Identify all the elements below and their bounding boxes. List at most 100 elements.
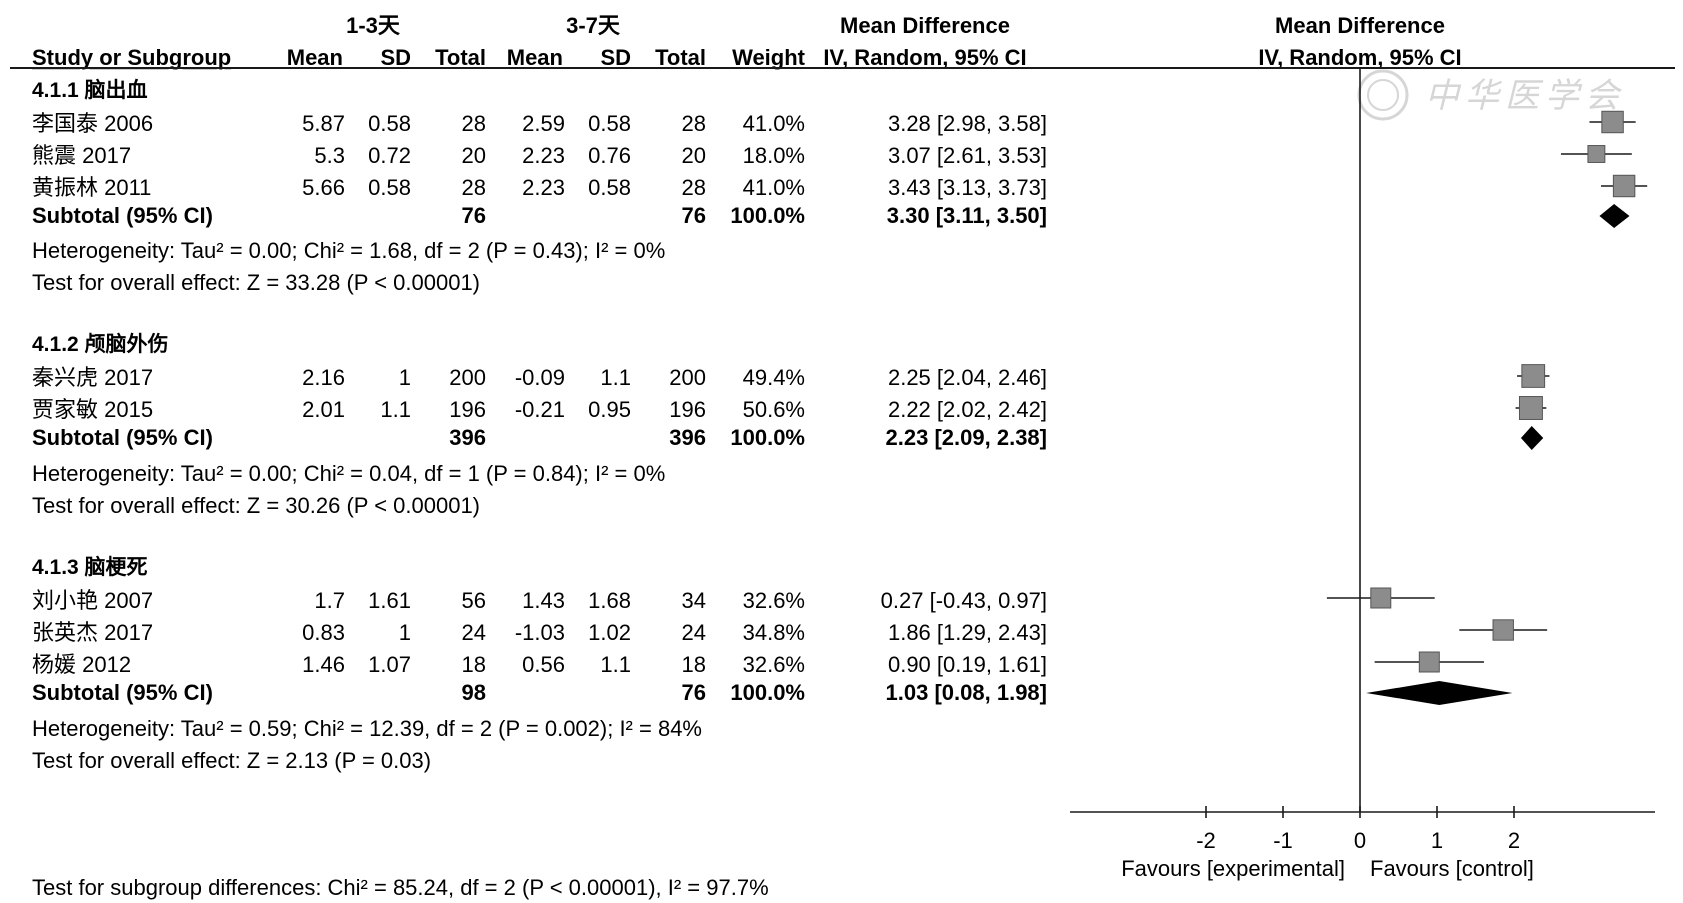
ci-cell: 2.22 [2.02, 2.42] bbox=[888, 397, 1047, 422]
total2-cell: 18 bbox=[682, 652, 706, 677]
header-group1: 1-3天 bbox=[346, 13, 401, 38]
subtotal-diamond bbox=[1599, 204, 1630, 228]
total2-cell: 24 bbox=[682, 620, 706, 645]
watermark-seal-inner bbox=[1367, 79, 1399, 111]
study-point bbox=[1587, 145, 1606, 163]
table-row: 贾家敏 2015 2.01 1.1 196 -0.21 0.95 196 50.… bbox=[32, 397, 1047, 422]
overall-effect-text: Test for overall effect: Z = 33.28 (P < … bbox=[32, 270, 480, 295]
subtotal-label: Subtotal (95% CI) bbox=[32, 203, 213, 228]
total2-cell: 28 bbox=[682, 175, 706, 200]
header-sd2: SD bbox=[600, 45, 631, 70]
mean1-cell: 1.46 bbox=[302, 652, 345, 677]
study-point bbox=[1521, 364, 1546, 388]
subgroup-label: 4.1.3 脑梗死 bbox=[32, 555, 148, 579]
subtotal-diamond bbox=[1366, 681, 1513, 705]
total1-cell: 28 bbox=[462, 111, 486, 136]
sd1-cell: 1.1 bbox=[380, 397, 411, 422]
plot-marks bbox=[1326, 110, 1648, 705]
study-name: 刘小艳 2007 bbox=[32, 588, 153, 613]
total2-cell: 196 bbox=[669, 397, 706, 422]
sd1-cell: 1.61 bbox=[368, 588, 411, 613]
total1-cell: 196 bbox=[449, 397, 486, 422]
mean1-cell: 2.16 bbox=[302, 365, 345, 390]
sd1-cell: 1 bbox=[399, 365, 411, 390]
sd1-cell: 1.07 bbox=[368, 652, 411, 677]
subgroup-label: 4.1.2 颅脑外伤 bbox=[32, 332, 169, 356]
table-row: 张英杰 2017 0.83 1 24 -1.03 1.02 24 34.8% 1… bbox=[32, 620, 1047, 645]
study-point bbox=[1418, 651, 1440, 673]
weight-cell: 41.0% bbox=[743, 111, 805, 136]
subtotal-total2: 76 bbox=[682, 203, 706, 228]
favours-experimental-label: Favours [experimental] bbox=[1121, 856, 1345, 881]
sd1-cell: 0.58 bbox=[368, 175, 411, 200]
mean1-cell: 1.7 bbox=[314, 588, 345, 613]
favours-control-label: Favours [control] bbox=[1370, 856, 1534, 881]
study-name: 李国泰 2006 bbox=[32, 111, 153, 136]
header-sd1: SD bbox=[380, 45, 411, 70]
header-md-left: Mean Difference bbox=[840, 13, 1010, 38]
sd2-cell: 0.95 bbox=[588, 397, 631, 422]
total2-cell: 20 bbox=[682, 143, 706, 168]
sd2-cell: 1.1 bbox=[600, 365, 631, 390]
sd2-cell: 1.1 bbox=[600, 652, 631, 677]
weight-cell: 49.4% bbox=[743, 365, 805, 390]
study-point bbox=[1518, 396, 1543, 420]
mean1-cell: 0.83 bbox=[302, 620, 345, 645]
weight-cell: 18.0% bbox=[743, 143, 805, 168]
total1-cell: 200 bbox=[449, 365, 486, 390]
ci-cell: 2.25 [2.04, 2.46] bbox=[888, 365, 1047, 390]
mean2-cell: 0.56 bbox=[522, 652, 565, 677]
sd2-cell: 0.58 bbox=[588, 111, 631, 136]
subtotal-row: Subtotal (95% CI) 76 76 100.0% 3.30 [3.1… bbox=[32, 203, 1047, 228]
study-point bbox=[1370, 587, 1392, 609]
ci-cell: 3.28 [2.98, 3.58] bbox=[888, 111, 1047, 136]
tick-label: -1 bbox=[1273, 828, 1293, 853]
header-weight: Weight bbox=[732, 45, 806, 70]
header-md-right: Mean Difference bbox=[1275, 13, 1445, 38]
study-name: 秦兴虎 2017 bbox=[32, 365, 153, 390]
subgroup-test-text: Test for subgroup differences: Chi² = 85… bbox=[32, 875, 769, 900]
study-point bbox=[1601, 110, 1624, 134]
study-name: 黄振林 2011 bbox=[32, 175, 151, 200]
sd2-cell: 0.58 bbox=[588, 175, 631, 200]
subtotal-total1: 76 bbox=[462, 203, 486, 228]
heterogeneity-text: Heterogeneity: Tau² = 0.59; Chi² = 12.39… bbox=[32, 716, 702, 741]
total2-cell: 34 bbox=[682, 588, 706, 613]
tick-label: 0 bbox=[1354, 828, 1366, 853]
mean1-cell: 5.66 bbox=[302, 175, 345, 200]
overall-effect-text: Test for overall effect: Z = 2.13 (P = 0… bbox=[32, 748, 431, 773]
header-mean1: Mean bbox=[287, 45, 343, 70]
sd1-cell: 1 bbox=[399, 620, 411, 645]
mean1-cell: 2.01 bbox=[302, 397, 345, 422]
mean2-cell: -1.03 bbox=[515, 620, 565, 645]
ci-cell: 1.86 [1.29, 2.43] bbox=[888, 620, 1047, 645]
mean2-cell: -0.21 bbox=[515, 397, 565, 422]
watermark-seal bbox=[1357, 69, 1409, 121]
study-name: 贾家敏 2015 bbox=[32, 397, 153, 422]
subtotal-label: Subtotal (95% CI) bbox=[32, 425, 213, 450]
subtotal-weight: 100.0% bbox=[730, 680, 805, 705]
sd1-cell: 0.72 bbox=[368, 143, 411, 168]
study-name: 张英杰 2017 bbox=[32, 620, 153, 645]
weight-cell: 32.6% bbox=[743, 652, 805, 677]
heterogeneity-text: Heterogeneity: Tau² = 0.00; Chi² = 1.68,… bbox=[32, 238, 665, 263]
overall-effect-text: Test for overall effect: Z = 30.26 (P < … bbox=[32, 493, 480, 518]
watermark-text: 中华医学会 bbox=[1425, 76, 1625, 116]
header-total1: Total bbox=[435, 45, 486, 70]
subtotal-ci: 3.30 [3.11, 3.50] bbox=[887, 203, 1047, 228]
subtotal-label: Subtotal (95% CI) bbox=[32, 680, 213, 705]
header-group2: 3-7天 bbox=[566, 13, 621, 38]
table-row: 熊震 2017 5.3 0.72 20 2.23 0.76 20 18.0% 3… bbox=[32, 143, 1047, 168]
mean1-cell: 5.3 bbox=[314, 143, 345, 168]
x-axis-tick-labels: -2 -1 0 1 2 bbox=[1196, 828, 1520, 853]
subtotal-ci: 2.23 [2.09, 2.38] bbox=[886, 425, 1047, 450]
table-row: 秦兴虎 2017 2.16 1 200 -0.09 1.1 200 49.4% … bbox=[32, 365, 1047, 390]
heterogeneity-text: Heterogeneity: Tau² = 0.00; Chi² = 0.04,… bbox=[32, 461, 665, 486]
study-point bbox=[1492, 619, 1514, 641]
ci-cell: 0.27 [-0.43, 0.97] bbox=[881, 588, 1047, 613]
total1-cell: 18 bbox=[462, 652, 486, 677]
header-study: Study or Subgroup bbox=[32, 45, 231, 70]
study-point bbox=[1612, 174, 1636, 198]
subtotal-total2: 396 bbox=[669, 425, 706, 450]
